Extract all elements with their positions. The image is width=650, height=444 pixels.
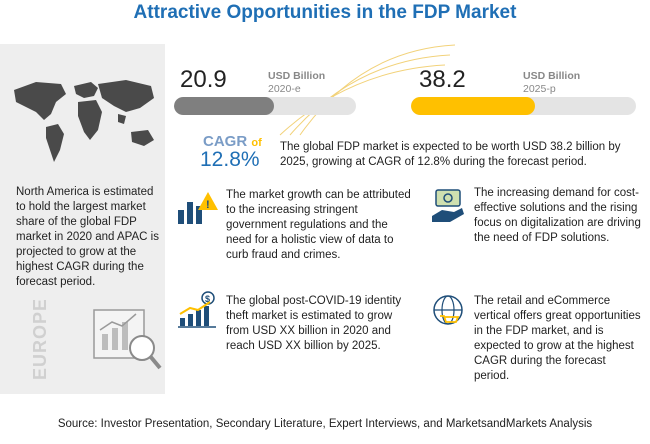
stat-2020-value: 20.9 xyxy=(180,66,227,93)
stat-2020-unit: USD Billion xyxy=(268,70,326,82)
stat-2025-bar xyxy=(411,97,636,115)
world-map-icon xyxy=(14,80,154,162)
cagr-value: 12.8% xyxy=(200,148,260,171)
stat-2025-year: 2025-p xyxy=(523,83,556,95)
cagr-description: The global FDP market is expected to be … xyxy=(280,141,621,168)
stat-2020-year: 2020-e xyxy=(268,83,301,95)
stat-2025-bar-fill xyxy=(411,97,535,115)
page-title: Attractive Opportunities in the FDP Mark… xyxy=(133,2,517,23)
cagr-label: CAGR of xyxy=(203,133,262,150)
stat-2020-bar xyxy=(174,97,356,115)
svg-text:EUROPE: EUROPE xyxy=(30,300,50,380)
growth-chart-icon: $ xyxy=(178,291,216,328)
left-panel-text: North America is estimated to hold the l… xyxy=(16,186,159,288)
decorative-arc-icon xyxy=(279,44,456,136)
svg-text:!: ! xyxy=(206,199,210,211)
globe-cart-icon xyxy=(433,295,463,325)
card-growth-drivers: The market growth can be attributed to t… xyxy=(226,189,411,261)
card-retail-ecommerce: The retail and eCommerce vertical offers… xyxy=(474,295,641,382)
warning-bars-icon: ! xyxy=(178,192,218,224)
stat-2025-unit: USD Billion xyxy=(523,70,581,82)
money-hand-icon xyxy=(432,189,464,222)
card-covid-identity-theft: The global post-COVID-19 identity theft … xyxy=(226,295,402,352)
stat-2020-bar-fill xyxy=(174,97,275,115)
source-note: Source: Investor Presentation, Secondary… xyxy=(57,418,593,430)
cagr-of: of xyxy=(251,137,262,149)
stat-2025-value: 38.2 xyxy=(419,66,466,93)
svg-text:$: $ xyxy=(205,294,210,304)
analytics-magnifier-icon xyxy=(93,309,162,370)
europe-label: EUROPE xyxy=(30,300,50,380)
card-cost-effective: The increasing demand for cost-effective… xyxy=(474,187,641,244)
